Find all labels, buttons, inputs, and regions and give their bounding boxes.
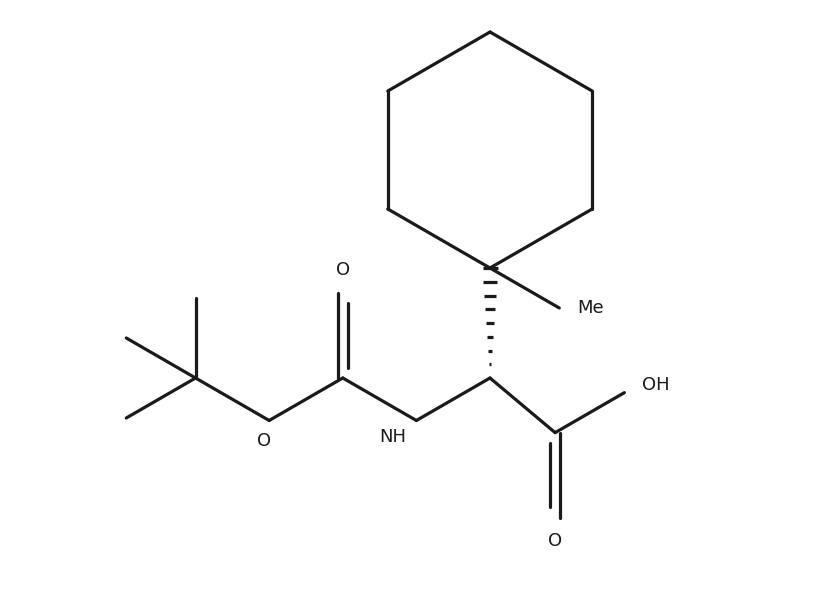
Text: O: O [257, 432, 271, 450]
Text: Me: Me [577, 299, 604, 317]
Text: O: O [548, 532, 562, 550]
Text: O: O [335, 261, 350, 279]
Text: OH: OH [643, 376, 670, 393]
Text: NH: NH [380, 429, 406, 447]
